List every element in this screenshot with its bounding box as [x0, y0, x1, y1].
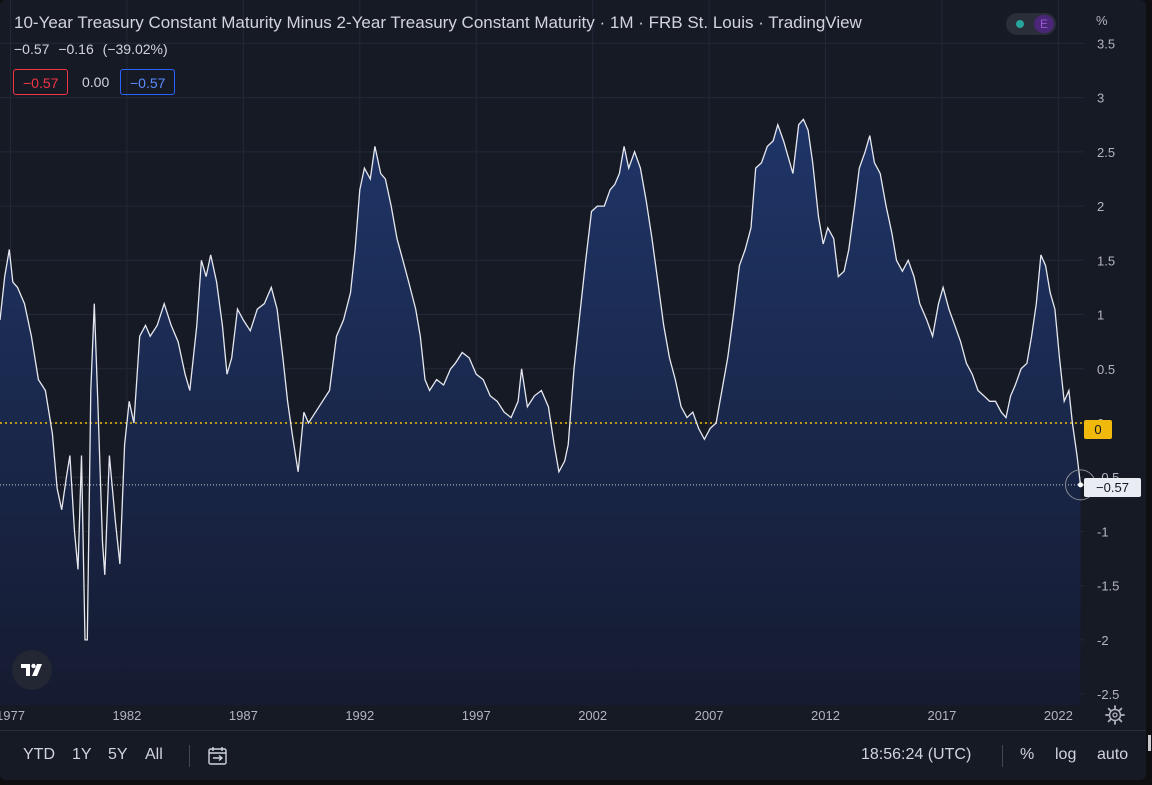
y-tick-label: -2.5	[1097, 687, 1119, 702]
y-tick-label: 2.5	[1097, 145, 1115, 160]
x-tick-label: 2012	[811, 708, 840, 723]
price-scale[interactable]: 3.532.521.510.50-0.5-1-1.5-2-2.5	[1097, 36, 1119, 702]
utc-clock[interactable]: 18:56:24 (UTC)	[861, 746, 972, 763]
series-area-fill	[0, 119, 1081, 706]
range-1y-button[interactable]: 1Y	[72, 746, 92, 763]
y-tick-label: 1	[1097, 308, 1104, 323]
x-tick-label: 1982	[112, 708, 141, 723]
zero-line-label: 0	[1084, 420, 1112, 439]
range-ytd-button[interactable]: YTD	[23, 746, 55, 763]
spread-value: 0.00	[82, 74, 110, 90]
range-all-button[interactable]: All	[145, 746, 163, 763]
divider	[189, 745, 190, 767]
buy-value-box[interactable]: −0.57	[120, 69, 176, 95]
last-point-dot	[1078, 482, 1084, 488]
y-tick-label: 0.5	[1097, 362, 1115, 377]
percent-scale-button[interactable]: %	[1020, 746, 1035, 763]
x-tick-label: 2002	[578, 708, 607, 723]
bottom-toolbar: YTD 1Y 5Y All 18:56:24 (UTC) % log auto	[0, 730, 1146, 780]
price-scale-unit: %	[1096, 13, 1108, 28]
earnings-badge[interactable]: E	[1034, 15, 1054, 33]
x-tick-label: 2007	[695, 708, 724, 723]
log-scale-button[interactable]: log	[1055, 746, 1077, 763]
gear-icon[interactable]	[1104, 704, 1126, 726]
change-percent: (−39.02%)	[102, 41, 168, 57]
y-tick-label: -2	[1097, 633, 1109, 648]
status-toggle[interactable]: E	[1006, 13, 1056, 35]
last-value-label: −0.57	[1084, 478, 1141, 497]
y-tick-label: 2	[1097, 199, 1104, 214]
y-tick-label: -1.5	[1097, 579, 1119, 594]
y-tick-label: -1	[1097, 524, 1109, 539]
auto-scale-button[interactable]: auto	[1097, 746, 1129, 763]
x-tick-label: 2017	[927, 708, 956, 723]
market-status-dot-icon	[1016, 20, 1024, 28]
calendar-range-icon[interactable]	[205, 743, 231, 769]
x-tick-label: 2022	[1044, 708, 1073, 723]
y-tick-label: 1.5	[1097, 253, 1115, 268]
range-5y-button[interactable]: 5Y	[108, 746, 128, 763]
y-tick-label: 3	[1097, 91, 1104, 106]
chart-canvas[interactable]: 3.532.521.510.50-0.5-1-1.5-2-2.5 1977198…	[0, 0, 1146, 730]
time-scale[interactable]: 1977 1982 1987 1992 1997 2002 2007 2012 2017 2022	[0, 708, 1073, 723]
x-tick-label: 1987	[229, 708, 258, 723]
sell-value-box[interactable]: −0.57	[13, 69, 69, 95]
x-tick-label: 1997	[462, 708, 491, 723]
divider	[1002, 745, 1003, 767]
window-edge-handle[interactable]	[1148, 735, 1151, 751]
series-line	[0, 118, 1082, 641]
series-title[interactable]: 10-Year Treasury Constant Maturity Minus…	[14, 13, 862, 32]
series-values: −0.57 −0.16 (−39.02%)	[14, 41, 173, 57]
x-tick-label: 1992	[345, 708, 374, 723]
x-tick-label: 1977	[0, 708, 25, 723]
last-value: −0.57	[14, 41, 50, 57]
change-value: −0.16	[58, 41, 94, 57]
tradingview-logo-icon[interactable]	[12, 650, 52, 690]
y-tick-label: 3.5	[1097, 36, 1115, 51]
